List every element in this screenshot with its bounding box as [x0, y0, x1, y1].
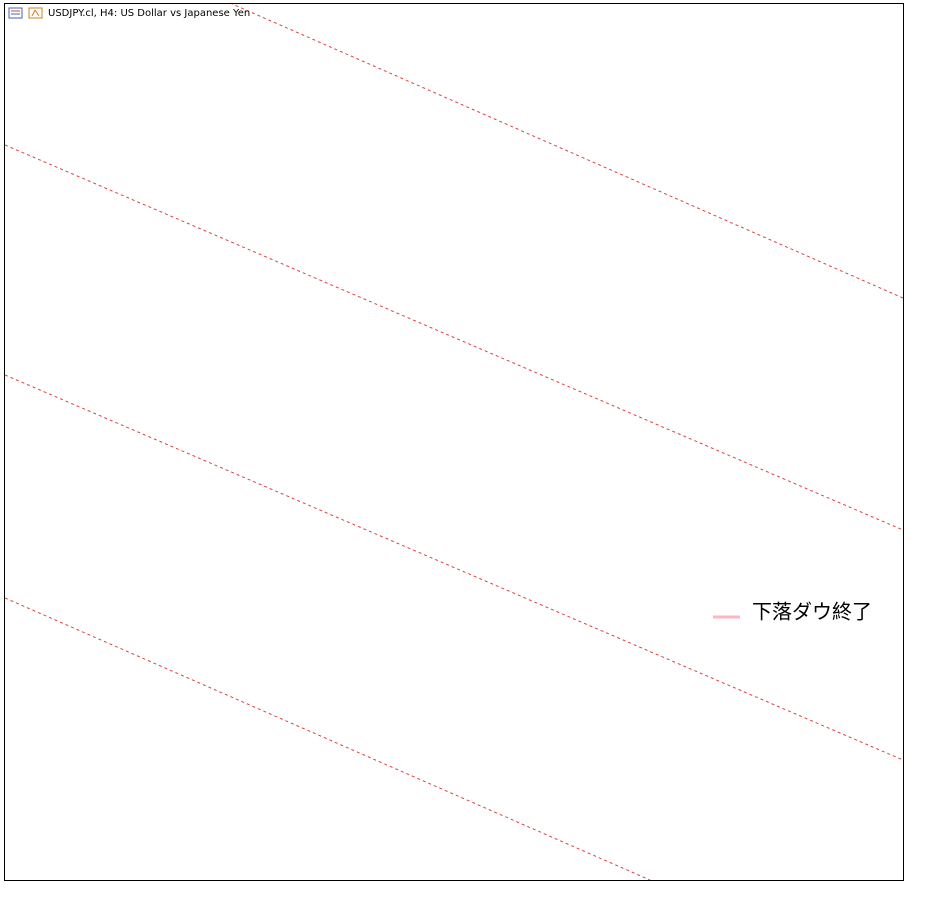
toolbar-icons [8, 7, 43, 19]
trend-channels [4, 2, 904, 881]
chart-title: USDJPY.cl, H4: US Dollar vs Japanese Yen [48, 8, 250, 19]
annotation: 下落ダウ終了 [752, 600, 872, 624]
plot-frame [4, 3, 904, 881]
